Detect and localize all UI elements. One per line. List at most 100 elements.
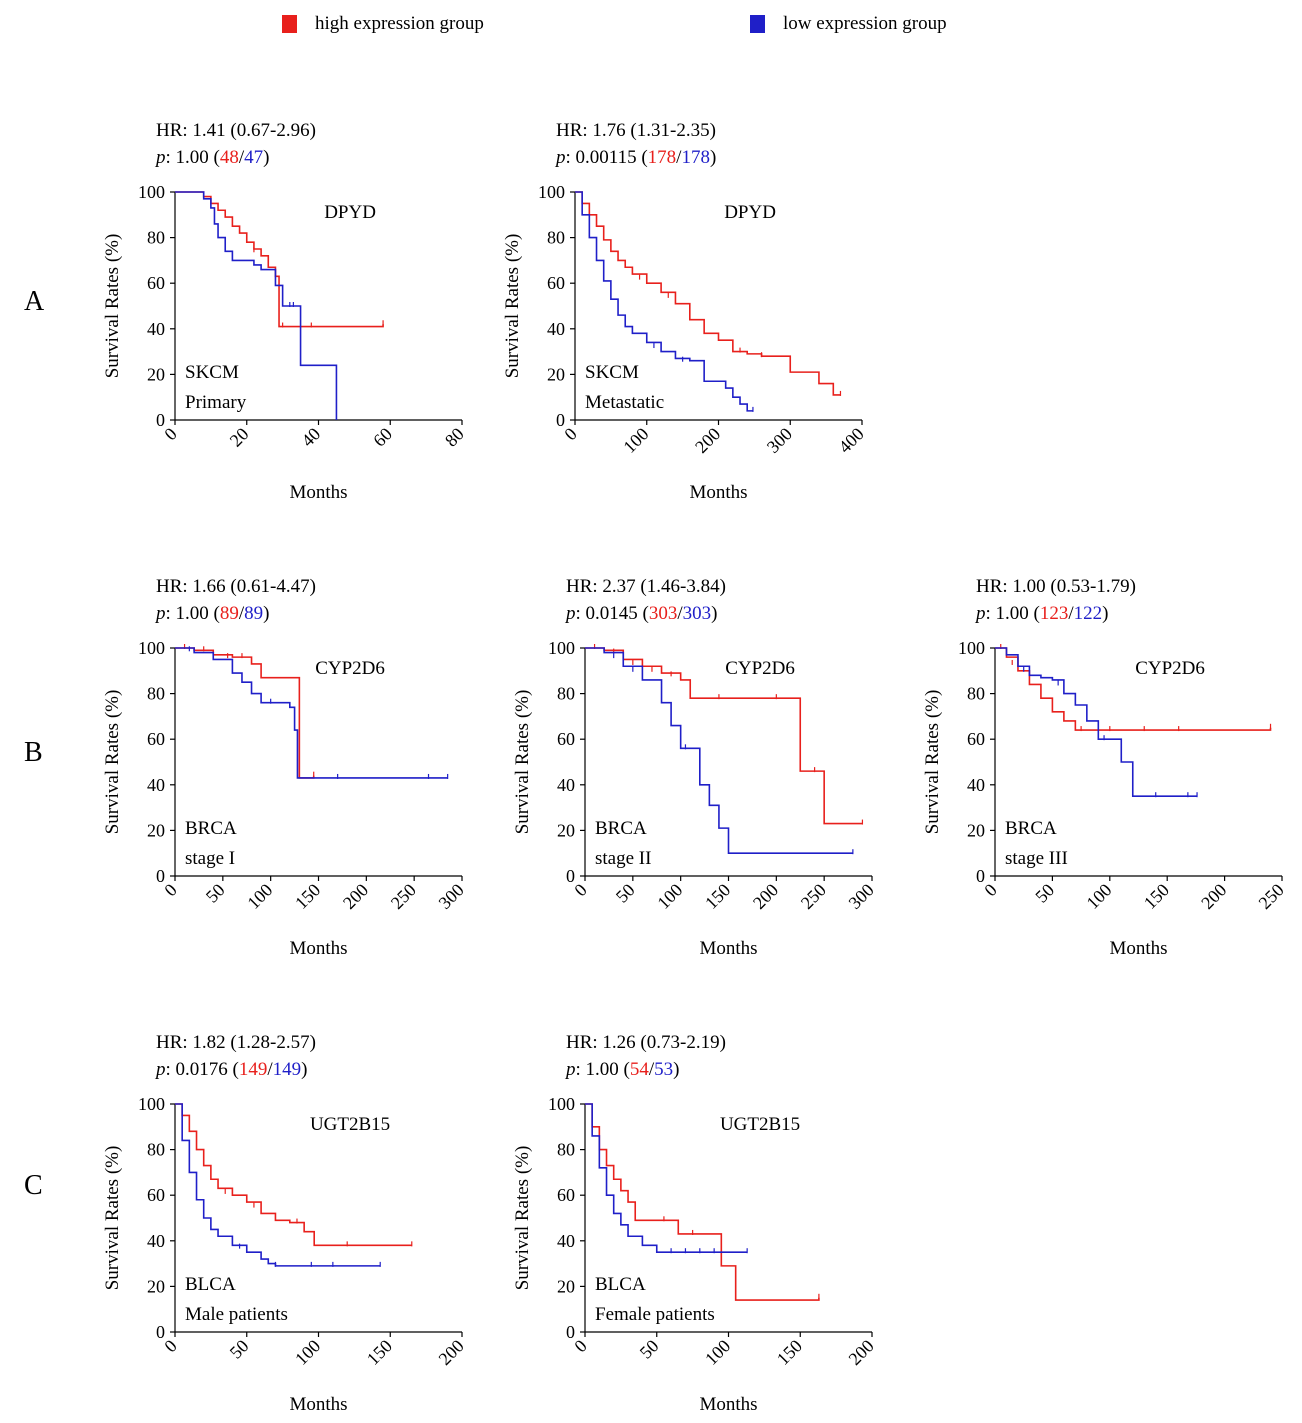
chart-4-y-label: Survival Rates (%) — [922, 690, 943, 835]
chart-1-p-label: p — [554, 147, 566, 168]
chart-5-p-text: p: 0.0176 (149/149) — [154, 1059, 307, 1080]
chart-0-n-low: 47 — [244, 147, 263, 168]
chart-3-gene-label: CYP2D6 — [725, 658, 795, 679]
chart-6-subgroup-label: Female patients — [595, 1304, 715, 1325]
chart-3-y-tick-label-5: 100 — [548, 638, 575, 658]
chart-6-gene-label: UGT2B15 — [720, 1114, 800, 1135]
chart-2-x-tick-label-6: 300 — [435, 880, 468, 913]
chart-0-y-tick-label-4: 80 — [147, 228, 165, 248]
chart-5-x-tick-label-1: 50 — [226, 1336, 253, 1363]
chart-6-y-tick-label-2: 40 — [557, 1231, 575, 1251]
chart-4-close: ) — [1102, 603, 1108, 624]
chart-3-x-tick-label-5: 250 — [797, 880, 830, 913]
chart-3-x-label: Months — [699, 938, 757, 959]
chart-2-series-high-line — [175, 647, 315, 779]
chart-4-x-tick-label-1: 50 — [1031, 880, 1058, 907]
chart-5-series-high-line — [175, 1103, 412, 1247]
chart-6-y-tick-label-0: 0 — [566, 1322, 575, 1342]
chart-5-y-tick-label-4: 80 — [147, 1140, 165, 1160]
chart-1-series-high-line — [575, 191, 841, 396]
chart-0-y-tick-label-1: 20 — [147, 364, 165, 384]
chart-1-hr-text: HR: 1.76 (1.31-2.35) — [556, 120, 716, 141]
chart-4-series-high-line — [995, 647, 1272, 731]
chart-5-series-low-line — [175, 1103, 381, 1267]
chart-2-close: ) — [263, 603, 269, 624]
chart-4-y-tick-label-1: 20 — [967, 820, 985, 840]
chart-2-x-tick-label-5: 250 — [387, 880, 420, 913]
chart-6-x-tick-label-2: 100 — [701, 1336, 734, 1369]
chart-6-x-label: Months — [699, 1394, 757, 1415]
chart-3-p-value: : 0.0145 ( — [576, 603, 649, 624]
chart-5-x-tick-label-4: 200 — [435, 1336, 468, 1369]
chart-2-y-tick-label-0: 0 — [156, 866, 165, 886]
chart-3-y-tick-label-4: 80 — [557, 684, 575, 704]
chart-3-subgroup-label: stage II — [595, 848, 651, 869]
legend: high expression group low expression gro… — [0, 0, 1302, 50]
km-plot-brca-stage-3: HR: 1.00 (0.53-1.79) p: 1.00 (123/122) 0 20… — [922, 576, 1288, 959]
chart-5-p-label: p — [154, 1059, 166, 1080]
chart-6-n-high: 54 — [630, 1059, 650, 1080]
chart-4-y-tick-label-0: 0 — [976, 866, 985, 886]
chart-3-x-tick-label-6: 300 — [845, 880, 878, 913]
chart-1-subgroup-label: Metastatic — [585, 392, 664, 413]
chart-2-hr-text: HR: 1.66 (0.61-4.47) — [156, 576, 316, 597]
chart-0-subgroup-label: Primary — [185, 392, 247, 413]
legend-label-low: low expression group — [783, 13, 947, 34]
chart-4-hr-text: HR: 1.00 (0.53-1.79) — [976, 576, 1136, 597]
chart-6-x-tick-label-0: 0 — [570, 1336, 591, 1357]
chart-0-x-tick-label-1: 20 — [226, 424, 253, 451]
chart-4-x-tick-label-5: 250 — [1255, 880, 1288, 913]
chart-1-y-tick-label-1: 20 — [547, 364, 565, 384]
chart-0-slash: / — [239, 147, 245, 168]
chart-6-x-tick-label-3: 150 — [773, 1336, 806, 1369]
chart-3-hr-text: HR: 2.37 (1.46-3.84) — [566, 576, 726, 597]
chart-4-series-low-line — [995, 647, 1198, 797]
chart-6-p-value: : 1.00 ( — [576, 1059, 630, 1080]
chart-1-y-label: Survival Rates (%) — [502, 234, 523, 379]
chart-6-y-tick-label-1: 20 — [557, 1276, 575, 1296]
chart-2-p-text: p: 1.00 (89/89) — [154, 603, 269, 624]
chart-0-y-tick-label-3: 60 — [147, 273, 165, 293]
chart-5-y-tick-label-2: 40 — [147, 1231, 165, 1251]
chart-4-y-tick-label-2: 40 — [967, 775, 985, 795]
chart-3-y-tick-label-1: 20 — [557, 820, 575, 840]
chart-3-slash: / — [677, 603, 683, 624]
chart-1-gene-label: DPYD — [724, 202, 776, 223]
chart-6-y-tick-label-5: 100 — [548, 1094, 575, 1114]
chart-3-x-tick-label-3: 150 — [701, 880, 734, 913]
chart-6-close: ) — [673, 1059, 679, 1080]
chart-1-x-tick-label-3: 300 — [763, 424, 796, 457]
chart-2-y-label: Survival Rates (%) — [102, 690, 123, 835]
chart-1-y-tick-label-2: 40 — [547, 319, 565, 339]
chart-4-p-text: p: 1.00 (123/122) — [974, 603, 1108, 624]
chart-5-cancer-label: BLCA — [185, 1274, 236, 1295]
chart-4-p-label: p — [974, 603, 986, 624]
chart-2-y-tick-label-1: 20 — [147, 820, 165, 840]
chart-0-x-tick-label-3: 60 — [369, 424, 396, 451]
legend-label-high: high expression group — [315, 13, 484, 34]
chart-1-x-label: Months — [689, 482, 747, 503]
chart-4-p-value: : 1.00 ( — [986, 603, 1040, 624]
chart-5-x-tick-label-3: 150 — [363, 1336, 396, 1369]
chart-0-x-label: Months — [289, 482, 347, 503]
chart-1-y-tick-label-0: 0 — [556, 410, 565, 430]
chart-4-y-tick-label-5: 100 — [958, 638, 985, 658]
chart-0-y-label: Survival Rates (%) — [102, 234, 123, 379]
chart-6-cancer-label: BLCA — [595, 1274, 646, 1295]
chart-0-p-text: p: 1.00 (48/47) — [154, 147, 269, 168]
chart-0-close: ) — [263, 147, 269, 168]
chart-3-y-label: Survival Rates (%) — [512, 690, 533, 835]
chart-2-p-value: : 1.00 ( — [166, 603, 220, 624]
chart-1-p-text: p: 0.00115 (178/178) — [554, 147, 716, 168]
chart-5-y-tick-label-0: 0 — [156, 1322, 165, 1342]
chart-2-n-high: 89 — [220, 603, 239, 624]
chart-3-x-tick-label-1: 50 — [612, 880, 639, 907]
legend-swatch-high — [282, 15, 297, 33]
chart-3-x-tick-label-0: 0 — [570, 880, 591, 901]
chart-4-x-label: Months — [1109, 938, 1167, 959]
chart-3-y-tick-label-2: 40 — [557, 775, 575, 795]
chart-4-gene-label: CYP2D6 — [1135, 658, 1205, 679]
chart-6-y-tick-label-3: 60 — [557, 1185, 575, 1205]
chart-3-series-high-line — [585, 647, 863, 825]
chart-1-n-low: 178 — [681, 147, 710, 168]
